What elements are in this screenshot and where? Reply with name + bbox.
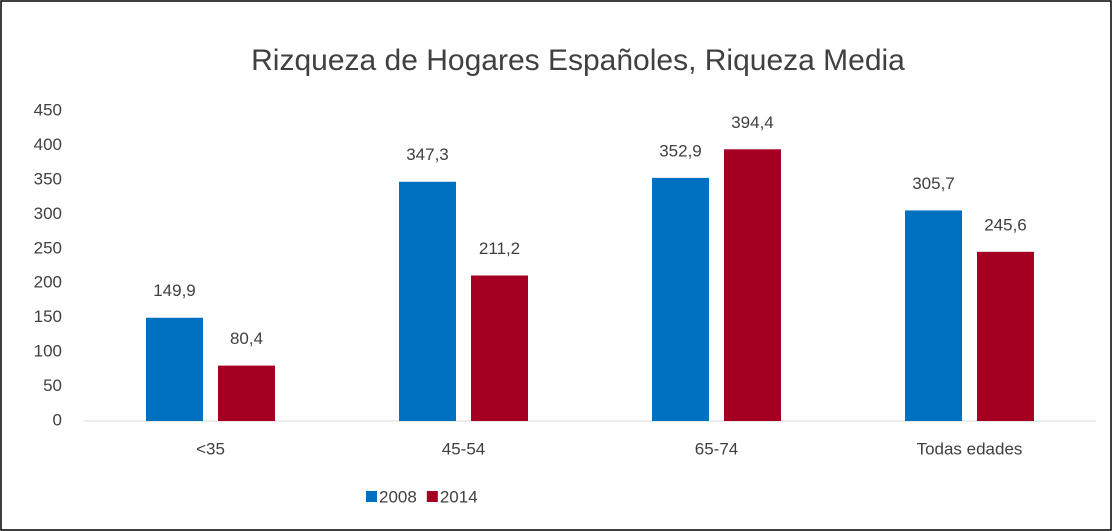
bar	[905, 210, 962, 421]
bar	[146, 317, 203, 421]
data-label: 149,9	[153, 281, 196, 300]
y-tick-label: 150	[34, 307, 62, 326]
legend-swatch	[426, 491, 438, 502]
y-tick-label: 300	[34, 204, 62, 223]
data-label: 394,4	[731, 113, 774, 132]
x-tick-label: Todas edades	[917, 439, 1023, 458]
data-label: 211,2	[479, 239, 520, 258]
x-tick-label: 45-54	[442, 439, 485, 458]
legend-label: 2008	[379, 487, 417, 506]
y-tick-label: 100	[34, 342, 62, 361]
data-label: 352,9	[659, 141, 702, 160]
data-label: 347,3	[406, 145, 449, 164]
bar	[652, 177, 709, 421]
bar	[399, 181, 456, 421]
legend-swatch	[366, 491, 377, 502]
data-label: 305,7	[912, 174, 955, 193]
chart-title: Rizqueza de Hogares Españoles, Riqueza M…	[251, 44, 905, 77]
legend-label: 2014	[440, 487, 478, 506]
y-tick-label: 250	[34, 238, 62, 257]
bar	[977, 251, 1034, 421]
y-tick-label: 0	[53, 410, 62, 429]
y-tick-label: 400	[34, 135, 62, 154]
y-tick-label: 200	[34, 273, 62, 292]
x-tick-label: <35	[196, 439, 225, 458]
x-tick-label: 65-74	[695, 439, 738, 458]
y-tick-label: 350	[34, 169, 62, 188]
data-label: 245,6	[984, 215, 1027, 234]
bar	[471, 275, 528, 421]
bar	[724, 149, 781, 421]
data-label: 80,4	[230, 329, 263, 348]
y-tick-label: 50	[43, 376, 62, 395]
y-tick-label: 450	[34, 100, 62, 119]
bar	[218, 365, 275, 421]
